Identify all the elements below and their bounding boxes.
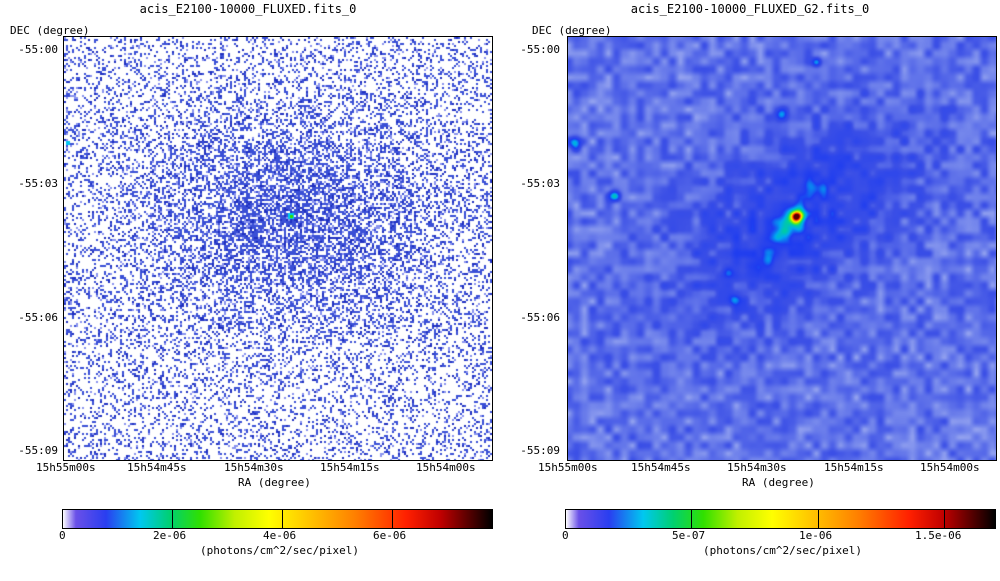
left-colorbar-tick: 2e-06 bbox=[153, 529, 187, 542]
left-ytick: -55:09 bbox=[18, 444, 58, 457]
right-image-canvas bbox=[568, 37, 996, 460]
right-xtick: 15h54m15s bbox=[824, 461, 884, 474]
right-ytick: -55:06 bbox=[520, 311, 560, 324]
right-xtick: 15h54m45s bbox=[631, 461, 691, 474]
left-colorbar-label: (photons/cm^2/sec/pixel) bbox=[200, 544, 359, 557]
right-colorbar-tick: 1e-06 bbox=[799, 529, 833, 542]
left-xtick: 15h54m45s bbox=[127, 461, 187, 474]
left-colorbar bbox=[62, 509, 493, 529]
left-dec-axis-label: DEC (degree) bbox=[10, 24, 90, 37]
left-xtick: 15h54m30s bbox=[224, 461, 284, 474]
right-xtick: 15h55m00s bbox=[538, 461, 598, 474]
right-colorbar bbox=[565, 509, 996, 529]
left-raw-image[interactable] bbox=[63, 36, 493, 461]
left-ytick: -55:00 bbox=[18, 43, 58, 56]
right-colorbar-label: (photons/cm^2/sec/pixel) bbox=[703, 544, 862, 557]
left-ytick: -55:03 bbox=[18, 177, 58, 190]
left-xtick: 15h54m15s bbox=[320, 461, 380, 474]
left-colorbar-tick: 0 bbox=[59, 529, 66, 542]
right-colorbar-mark bbox=[691, 510, 692, 528]
left-image-panel: acis_E2100-10000_FLUXED.fits_0 DEC (degr… bbox=[10, 2, 493, 557]
right-colorbar-tick: 1.5e-06 bbox=[915, 529, 962, 542]
left-colorbar-tick: 4e-06 bbox=[263, 529, 297, 542]
left-xtick: 15h55m00s bbox=[36, 461, 96, 474]
left-colorbar-tick: 6e-06 bbox=[373, 529, 407, 542]
right-xtick: 15h54m30s bbox=[727, 461, 787, 474]
left-colorbar-mark bbox=[392, 510, 393, 528]
right-colorbar-tick: 0 bbox=[562, 529, 569, 542]
right-image-panel: acis_E2100-10000_FLUXED_G2.fits_0 DEC (d… bbox=[500, 0, 1000, 581]
left-ra-axis-label: RA (degree) bbox=[238, 476, 311, 489]
right-xtick: 15h54m00s bbox=[920, 461, 980, 474]
left-ytick: -55:06 bbox=[18, 311, 58, 324]
right-ytick: -55:09 bbox=[520, 444, 560, 457]
right-smoothed-image[interactable] bbox=[567, 36, 997, 461]
left-colorbar-mark bbox=[172, 510, 173, 528]
left-panel-title: acis_E2100-10000_FLUXED.fits_0 bbox=[139, 2, 357, 16]
left-xtick: 15h54m00s bbox=[416, 461, 476, 474]
right-ytick: -55:03 bbox=[520, 177, 560, 190]
right-ytick: -55:00 bbox=[520, 43, 560, 56]
right-panel-title: acis_E2100-10000_FLUXED_G2.fits_0 bbox=[630, 2, 870, 16]
right-dec-axis-label: DEC (degree) bbox=[532, 24, 612, 37]
left-colorbar-mark bbox=[282, 510, 283, 528]
right-colorbar-mark bbox=[944, 510, 945, 528]
left-image-canvas bbox=[64, 37, 492, 460]
right-ra-axis-label: RA (degree) bbox=[742, 476, 815, 489]
right-colorbar-tick: 5e-07 bbox=[672, 529, 706, 542]
right-colorbar-mark bbox=[818, 510, 819, 528]
